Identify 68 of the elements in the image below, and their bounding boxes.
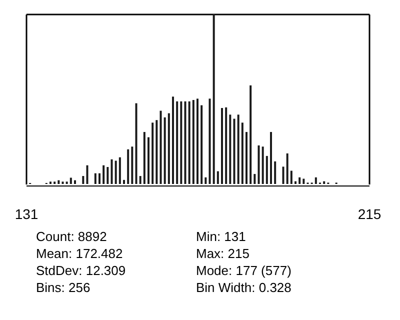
bar — [258, 145, 260, 184]
bar — [298, 177, 301, 184]
bar — [135, 103, 138, 184]
bar — [156, 120, 158, 184]
bar — [208, 98, 211, 184]
text: Min: 131 — [196, 229, 246, 244]
bar — [139, 176, 142, 184]
text: Mean: 172.482 — [36, 246, 123, 261]
x-tick-label: 215 — [358, 206, 382, 222]
bar — [164, 117, 166, 184]
bar — [188, 101, 190, 184]
text: Mode: 177 (577) — [196, 263, 292, 278]
bar — [148, 137, 150, 184]
bar — [180, 101, 182, 184]
bar — [246, 132, 248, 184]
bar — [168, 113, 170, 184]
bar — [290, 170, 292, 184]
text: Max: 215 — [196, 246, 250, 261]
bar — [106, 167, 109, 184]
bar — [254, 174, 256, 184]
bar — [152, 122, 154, 184]
bar — [98, 173, 100, 184]
bar — [70, 178, 72, 184]
bar — [229, 114, 232, 184]
bar — [286, 153, 288, 184]
bar — [314, 177, 317, 184]
bar — [196, 98, 198, 184]
bar — [102, 165, 105, 184]
bar — [212, 14, 215, 184]
bar — [233, 118, 236, 184]
bar — [241, 122, 244, 184]
bar — [118, 157, 121, 184]
bar — [270, 132, 272, 184]
bar — [86, 165, 88, 184]
text: StdDev: 12.309 — [36, 263, 126, 278]
bar — [250, 85, 252, 184]
bar — [110, 159, 113, 184]
bar — [127, 149, 130, 184]
bar — [294, 181, 296, 184]
bar — [74, 180, 76, 184]
bar — [204, 177, 207, 184]
bar — [131, 146, 134, 184]
bar — [192, 100, 194, 184]
bar — [221, 108, 223, 184]
bar — [184, 101, 186, 184]
bar — [262, 146, 264, 184]
bar — [94, 173, 96, 184]
bar — [200, 105, 203, 184]
bar — [274, 161, 276, 184]
bar — [216, 171, 219, 184]
bar — [172, 96, 174, 184]
bar — [114, 160, 117, 184]
bar — [237, 114, 240, 184]
bar — [160, 110, 162, 184]
bar — [225, 107, 228, 184]
bar — [266, 156, 268, 184]
x-tick-label: 131 — [14, 206, 38, 222]
bar — [282, 166, 284, 184]
bar — [58, 180, 60, 184]
text: Count: 8892 — [36, 229, 107, 244]
bar — [143, 132, 146, 184]
bar — [176, 101, 178, 184]
bar — [323, 181, 326, 184]
bar — [302, 178, 305, 184]
text: Bins: 256 — [36, 280, 90, 295]
bar — [123, 180, 125, 184]
bar — [82, 176, 84, 184]
text: Bin Width: 0.328 — [196, 280, 292, 295]
